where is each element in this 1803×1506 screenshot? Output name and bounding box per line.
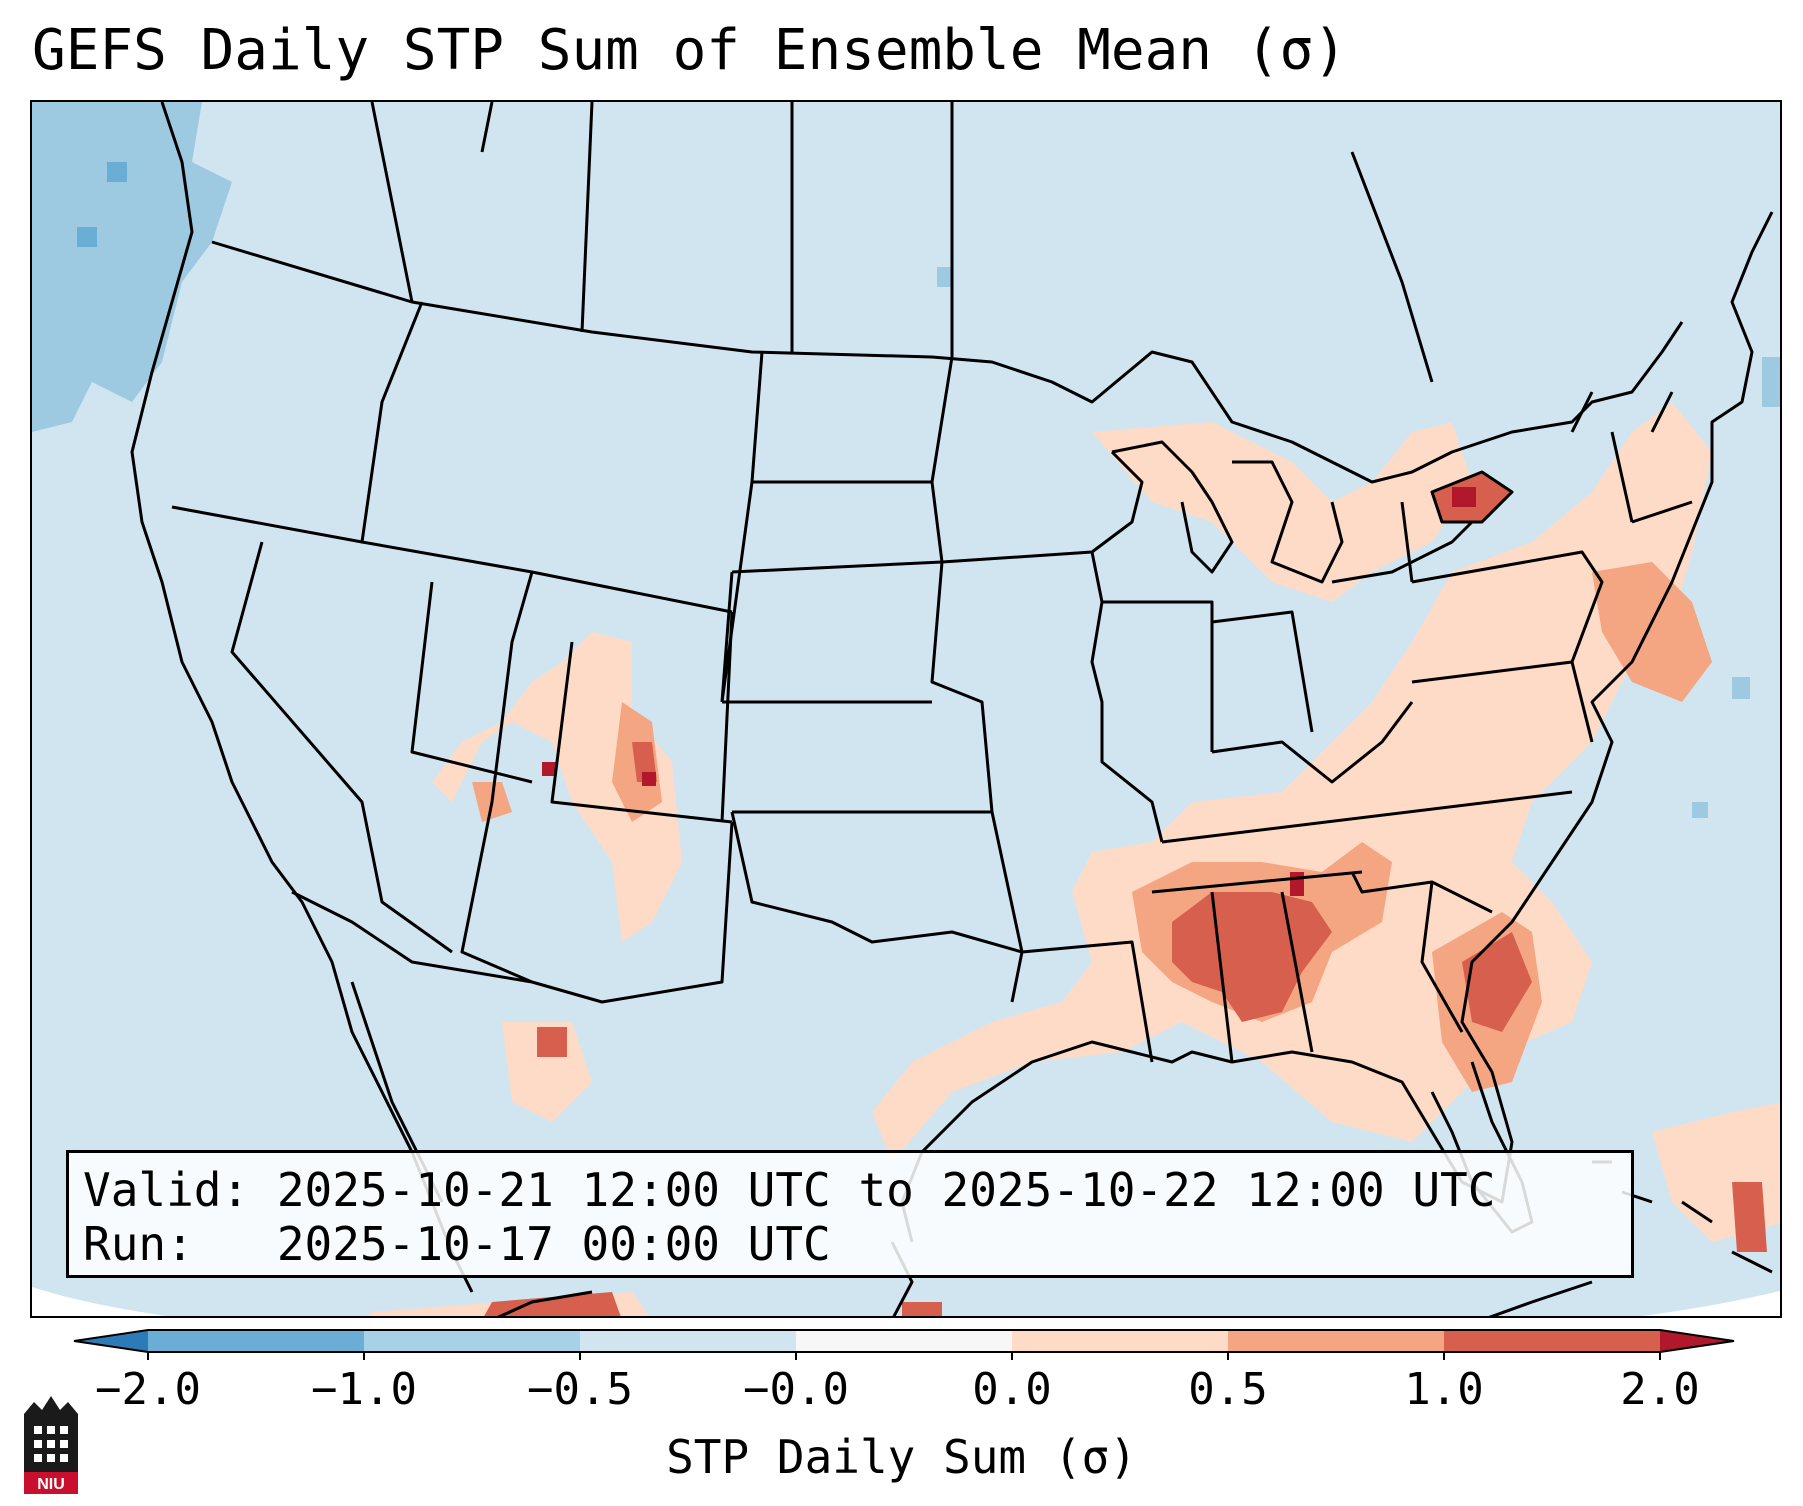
colorado-light-field xyxy=(432,632,682,942)
nw-arizona-light-field xyxy=(502,1022,592,1122)
state-lines-midwest xyxy=(941,450,1573,1063)
colorbar: −2.0 −1.0 −0.5 −0.0 0.0 0.5 1.0 2.0 xyxy=(73,1329,1735,1415)
coastline-west xyxy=(130,102,474,1293)
neg-cell xyxy=(1692,802,1708,818)
peak-cell xyxy=(542,762,556,776)
arizona-dark-field xyxy=(537,1027,567,1057)
neg-cell xyxy=(937,267,951,287)
figure-title: GEFS Daily STP Sum of Ensemble Mean (σ) xyxy=(32,18,1347,83)
state-lines-east xyxy=(1350,391,1693,1033)
logo-text: NIU xyxy=(37,1476,65,1493)
colorbar-extend-low xyxy=(74,1330,148,1352)
colorbar-segment xyxy=(1012,1330,1229,1352)
colorbar-tick-label: −0.5 xyxy=(527,1364,633,1415)
deep-south-dark-field xyxy=(1172,892,1332,1022)
colorbar-tick-label: −2.0 xyxy=(95,1364,201,1415)
peak-cell xyxy=(1452,487,1476,507)
gulf-dark-field xyxy=(484,1292,621,1316)
colorbar-segment xyxy=(364,1330,581,1352)
state-lines-west xyxy=(171,301,932,1004)
niu-logo: NIU xyxy=(24,1396,78,1494)
map-canvas xyxy=(32,102,1780,1316)
positive-anomaly-layer xyxy=(367,402,1780,1316)
colorbar-segment xyxy=(1228,1330,1445,1352)
georgia-coast-dark-field xyxy=(1462,932,1532,1032)
neg-cell xyxy=(1762,357,1780,407)
caribbean-dark-field xyxy=(1732,1182,1767,1252)
colorbar-segment xyxy=(148,1330,365,1352)
colorbar-segments xyxy=(73,1329,1735,1353)
gulf-coast xyxy=(900,211,1774,1243)
colorbar-tick-label: 0.5 xyxy=(1188,1364,1267,1415)
valid-run-info-box: Valid: 2025-10-21 12:00 UTC to 2025-10-2… xyxy=(66,1150,1634,1278)
yucatan-dark-field xyxy=(902,1302,942,1316)
colorbar-ticks: −2.0 −1.0 −0.5 −0.0 0.0 0.5 1.0 2.0 xyxy=(95,1352,1700,1415)
colorbar-tick-label: −1.0 xyxy=(311,1364,417,1415)
caribbean-islands xyxy=(1592,1160,1773,1274)
negative-anomaly-layer xyxy=(32,102,1780,818)
logo-red-band xyxy=(24,1472,78,1494)
colorbar-segment xyxy=(796,1330,1013,1352)
colorbar-label: STP Daily Sum (σ) xyxy=(666,1430,1137,1484)
boundary-lines xyxy=(130,102,1774,1316)
pnw-negative-field xyxy=(32,102,232,432)
colorbar-tick-label: 0.0 xyxy=(972,1364,1051,1415)
mid-atlantic-medium-field xyxy=(1592,562,1712,702)
dark-anomaly-cells xyxy=(484,472,1767,1316)
state-lines-plains xyxy=(720,351,1154,1063)
peak-cell xyxy=(642,772,656,786)
neg-cell xyxy=(107,162,127,182)
colorbar-tick-label: 2.0 xyxy=(1620,1364,1699,1415)
colorbar-segment xyxy=(580,1330,797,1352)
colorbar-tick-label: 1.0 xyxy=(1404,1364,1483,1415)
neg-cell xyxy=(77,227,97,247)
colorbar-segment xyxy=(1444,1330,1661,1352)
colorbar-tick-label: −0.0 xyxy=(743,1364,849,1415)
run-time-text: Run: 2025-10-17 00:00 UTC xyxy=(83,1217,831,1271)
great-lakes xyxy=(1111,440,1514,584)
map-panel xyxy=(30,100,1782,1318)
canada-provinces xyxy=(370,102,1434,383)
valid-time-text: Valid: 2025-10-21 12:00 UTC to 2025-10-2… xyxy=(83,1163,1496,1217)
colorbar-extend-high xyxy=(1660,1330,1734,1352)
peak-cell xyxy=(1290,872,1304,896)
logo-window-grid xyxy=(34,1426,68,1462)
neg-cell xyxy=(1732,677,1750,699)
